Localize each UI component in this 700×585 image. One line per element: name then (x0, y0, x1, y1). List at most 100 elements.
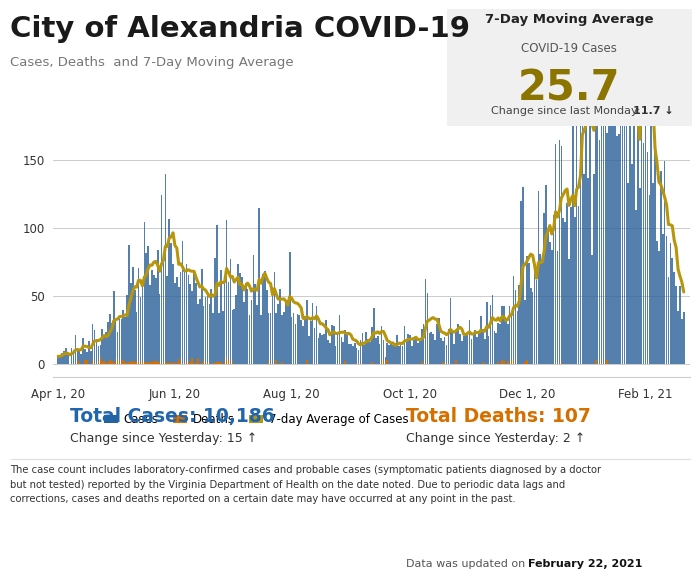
Bar (524, 362, 526, 364)
Bar (568, 259, 570, 364)
Bar (132, 267, 134, 364)
Bar (203, 307, 204, 364)
Bar (178, 359, 180, 364)
Bar (248, 315, 251, 364)
Bar (233, 309, 235, 364)
Bar (239, 273, 241, 364)
Bar (256, 305, 258, 364)
Bar (362, 332, 363, 364)
Bar (258, 208, 260, 364)
Bar (298, 315, 300, 364)
Bar (289, 252, 290, 364)
Bar (603, 121, 604, 364)
Bar (333, 326, 335, 364)
Bar (491, 295, 494, 364)
Text: Change since Yesterday: 2 ↑: Change since Yesterday: 2 ↑ (406, 432, 585, 445)
Bar (501, 360, 503, 364)
Bar (520, 201, 522, 364)
Bar (136, 363, 137, 364)
Bar (164, 362, 166, 364)
Bar (170, 362, 172, 364)
Bar (117, 332, 118, 364)
Bar (589, 81, 591, 364)
Bar (356, 348, 358, 364)
Bar (668, 277, 669, 364)
Bar (585, 78, 587, 364)
Bar (170, 243, 172, 364)
Bar (197, 304, 199, 364)
Bar (442, 341, 444, 364)
Bar (293, 314, 294, 364)
Bar (566, 203, 568, 364)
Bar (410, 335, 411, 364)
Bar (412, 346, 413, 364)
Bar (306, 360, 308, 364)
Bar (102, 329, 103, 364)
Bar (373, 308, 374, 364)
Bar (92, 324, 94, 364)
Bar (564, 222, 566, 364)
Bar (426, 292, 428, 364)
Bar (383, 361, 384, 364)
Bar (174, 283, 176, 364)
Bar (461, 341, 463, 364)
Bar (172, 264, 174, 364)
Bar (161, 195, 162, 364)
Bar (421, 361, 423, 364)
Bar (434, 340, 436, 364)
Bar (555, 144, 556, 364)
Bar (331, 325, 332, 364)
Bar (151, 362, 153, 364)
Bar (157, 363, 158, 364)
Bar (111, 361, 113, 364)
Bar (348, 345, 350, 364)
Bar (595, 0, 596, 364)
Bar (94, 330, 95, 364)
Bar (140, 363, 141, 364)
Bar (224, 362, 225, 364)
Bar (496, 333, 497, 364)
Bar (530, 288, 531, 364)
Bar (465, 333, 466, 364)
Bar (136, 312, 137, 364)
Bar (84, 360, 86, 364)
Bar (398, 346, 400, 364)
Bar (109, 314, 111, 364)
Bar (243, 301, 244, 364)
Bar (478, 333, 480, 364)
Bar (216, 225, 218, 364)
Bar (203, 361, 204, 364)
Bar (237, 264, 239, 364)
Bar (365, 332, 367, 364)
Bar (381, 360, 382, 364)
Bar (118, 316, 120, 364)
Bar (389, 346, 390, 364)
Bar (329, 343, 330, 364)
Bar (147, 362, 149, 364)
Bar (126, 363, 128, 364)
Text: 7-Day Moving Average: 7-Day Moving Average (485, 13, 653, 26)
Bar (562, 218, 564, 364)
Bar (512, 276, 514, 364)
Bar (247, 289, 248, 364)
Bar (452, 331, 453, 364)
Bar (304, 316, 306, 364)
Text: Data was updated on: Data was updated on (406, 559, 528, 569)
Bar (176, 277, 178, 364)
Bar (470, 339, 473, 364)
Bar (105, 363, 107, 364)
Bar (536, 280, 538, 364)
Bar (80, 353, 82, 364)
Bar (363, 345, 365, 364)
Bar (186, 362, 187, 364)
Bar (369, 342, 371, 364)
Bar (118, 360, 120, 364)
Bar (186, 264, 187, 364)
Bar (598, 140, 601, 364)
Bar (262, 274, 264, 364)
Bar (97, 346, 99, 364)
Bar (574, 217, 575, 364)
Bar (57, 356, 59, 364)
Bar (295, 324, 296, 364)
Bar (327, 340, 329, 364)
